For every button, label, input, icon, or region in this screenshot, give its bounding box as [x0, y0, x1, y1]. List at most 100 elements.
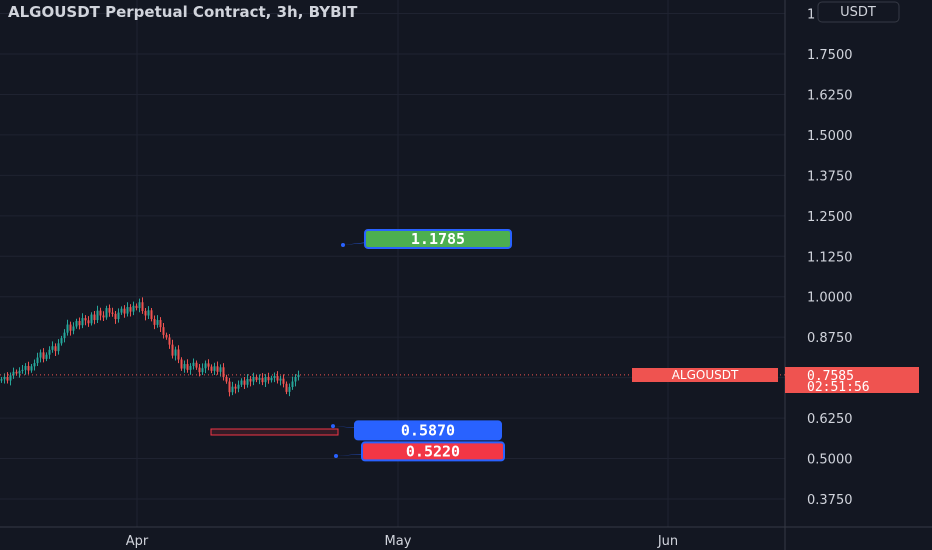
y-tick-label: 1	[807, 8, 815, 23]
candle-body	[123, 308, 126, 314]
candle-body	[72, 326, 75, 331]
candle-body	[255, 376, 258, 380]
candle-body	[243, 380, 246, 385]
candle-body	[78, 321, 81, 326]
candle-body	[81, 318, 84, 326]
callout-box	[361, 441, 505, 462]
candle-body	[27, 365, 30, 371]
candle-body	[3, 376, 6, 380]
candle-body	[111, 312, 114, 314]
candle-body	[285, 383, 288, 392]
candle-body	[24, 365, 27, 370]
candle-body	[96, 310, 99, 321]
candle-body	[228, 381, 231, 393]
candle-body	[174, 349, 177, 356]
candle-body	[141, 302, 144, 311]
candle-body	[99, 310, 102, 316]
last-price-countdown: 02:51:56	[807, 380, 870, 395]
candle-body	[270, 377, 273, 381]
candle-body	[153, 319, 156, 325]
candle-body	[12, 371, 15, 376]
candle-body	[246, 378, 249, 385]
y-tick-label: 1.1250	[807, 250, 853, 265]
price-callout-green[interactable]: 1.1785	[341, 228, 512, 249]
last-price-tag: 0.7585 02:51:56	[785, 367, 919, 395]
candle-body	[258, 377, 261, 380]
x-tick-label: Jun	[657, 534, 678, 549]
candle-body	[90, 314, 93, 324]
candle-body	[15, 371, 18, 374]
time-axis[interactable]: Apr May Jun	[126, 534, 678, 549]
candle-body	[18, 370, 21, 374]
candle-body	[9, 375, 12, 381]
candle-body	[84, 318, 87, 321]
candle-body	[213, 366, 216, 371]
candle-body	[252, 376, 255, 382]
candle-body	[6, 376, 9, 381]
callout-label: 0.5220	[406, 442, 460, 460]
callout-label: 0.5870	[401, 421, 455, 439]
candle-body	[294, 376, 297, 382]
y-tick-label: 0.5000	[807, 453, 853, 468]
y-tick-label: 0.8750	[807, 331, 853, 346]
candle-body	[120, 308, 123, 313]
candle-body	[156, 320, 159, 325]
last-price-value: 0.7585	[807, 369, 854, 384]
candle-body	[30, 366, 33, 371]
candle-body	[231, 386, 234, 393]
candle-body	[201, 368, 204, 373]
candle-body	[135, 305, 138, 309]
chart-title: ALGOUSDT Perpetual Contract, 3h, BYBIT	[8, 3, 358, 21]
price-callout-blue[interactable]: 0.5870	[331, 420, 502, 441]
candle-body	[57, 343, 60, 352]
y-tick-label: 0.3750	[807, 493, 853, 508]
callout-anchor-dot	[334, 453, 338, 458]
candle-body	[207, 363, 210, 367]
candle-body	[60, 338, 63, 344]
candle-body	[180, 359, 183, 369]
callout-label: 1.1785	[411, 230, 465, 248]
candle-body	[165, 334, 168, 338]
candle-body	[69, 324, 72, 331]
candle-body	[93, 314, 96, 321]
y-tick-label: 1.3750	[807, 169, 853, 184]
last-price-symbol-tag: ALGOUSDT	[632, 368, 778, 382]
candle-body	[276, 376, 279, 381]
y-tick-label: 1.7500	[807, 48, 853, 63]
y-tick-label: 1.2500	[807, 210, 853, 225]
y-tick-label: 0.6250	[807, 412, 853, 427]
candle-body	[177, 349, 180, 360]
candle-body	[75, 321, 78, 327]
candle-body	[273, 376, 276, 378]
selection-rectangle[interactable]	[210, 428, 339, 436]
candle-body	[198, 367, 201, 373]
currency-button[interactable]: USDT	[817, 1, 900, 23]
candle-body	[51, 346, 54, 350]
candle-body	[219, 367, 222, 372]
candle-body	[54, 346, 57, 352]
candle-layer	[0, 297, 300, 397]
price-callout-red[interactable]: 0.5220	[334, 441, 505, 462]
candle-body	[150, 310, 153, 320]
callout-anchor-dot	[341, 242, 345, 247]
candle-body	[63, 332, 66, 339]
candle-body	[39, 352, 42, 358]
candle-body	[138, 302, 141, 309]
candle-body	[288, 387, 291, 392]
candle-body	[102, 315, 105, 318]
candle-body	[225, 376, 228, 382]
candle-body	[108, 308, 111, 313]
candle-body	[144, 310, 147, 316]
callout-box	[354, 420, 502, 441]
candle-body	[21, 369, 24, 371]
candle-body	[171, 344, 174, 356]
candle-body	[216, 366, 219, 372]
candle-body	[249, 378, 252, 382]
candle-body	[264, 376, 267, 383]
candle-body	[147, 310, 150, 316]
candle-body	[129, 307, 132, 312]
candle-body	[279, 378, 282, 381]
candle-body	[0, 379, 3, 381]
candle-body	[237, 384, 240, 389]
